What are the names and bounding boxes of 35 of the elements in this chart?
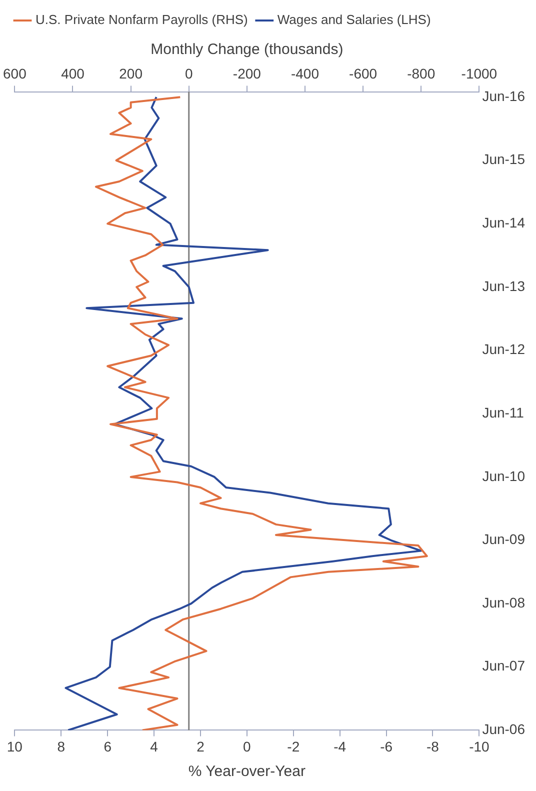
x2-tick-label: 400 (61, 65, 85, 82)
x2-tick-label: -400 (290, 65, 320, 82)
y-tick-label: Jun-16 (482, 88, 526, 104)
y-tick-label: Jun-09 (482, 531, 526, 548)
y-tick-label: Jun-06 (482, 721, 526, 738)
x-tick-label: -2 (287, 738, 300, 754)
x2-tick-label: -200 (232, 65, 262, 82)
y-tick-label: Jun-15 (482, 151, 526, 168)
x-tick-label: 4 (150, 738, 158, 754)
x-tick-label: 8 (57, 738, 66, 754)
x2-tick-label: 200 (119, 65, 143, 82)
legend-label: U.S. Private Nonfarm Payrolls (RHS) (36, 12, 248, 28)
y-tick-label: Jun-11 (482, 404, 524, 420)
x-tick-label: -4 (334, 738, 346, 754)
x-tick-label: -8 (426, 738, 440, 754)
x-tick-label: 2 (196, 738, 205, 754)
x2-axis-title: Monthly Change (thousands) (150, 41, 344, 58)
y-tick-label: Jun-07 (482, 658, 526, 674)
x2-tick-label: -800 (407, 65, 436, 82)
x2-tick-label: -600 (349, 65, 378, 82)
x2-tick-label: 0 (184, 65, 193, 82)
x-tick-label: -6 (380, 738, 393, 754)
x-tick-label: 0 (243, 738, 252, 754)
x-tick-label: -10 (469, 738, 490, 754)
y-tick-label: Jun-12 (482, 341, 526, 358)
x-tick-label: 6 (104, 738, 112, 754)
y-tick-label: Jun-10 (482, 468, 526, 484)
x-tick-label: 10 (6, 738, 23, 754)
legend-label: Wages and Salaries (LHS) (277, 12, 431, 28)
x-axis-title: % Year-over-Year (188, 763, 306, 780)
x2-tick-label: -1000 (461, 65, 498, 82)
y-tick-label: Jun-13 (482, 278, 526, 294)
y-tick-label: Jun-14 (482, 214, 526, 231)
x2-tick-label: 600 (3, 65, 27, 82)
y-tick-label: Jun-08 (482, 594, 526, 610)
